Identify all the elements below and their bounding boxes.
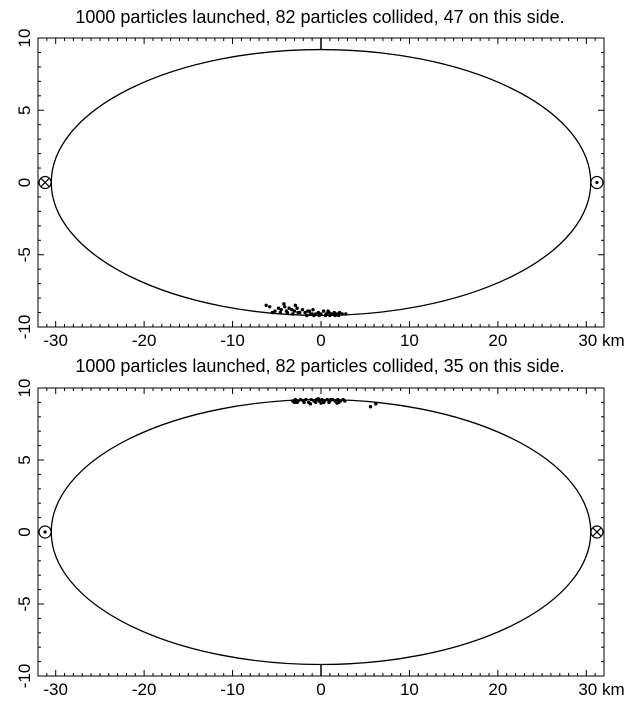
data-point <box>268 305 272 309</box>
collision-points <box>264 302 348 318</box>
x-tick-label: -30 <box>43 680 68 699</box>
data-point <box>303 310 307 315</box>
data-point <box>264 303 268 308</box>
data-point <box>336 313 341 318</box>
x-tick-label: -20 <box>132 331 157 350</box>
y-tick-label: 10 <box>15 29 34 48</box>
data-point <box>312 313 316 318</box>
chart-title: 1000 particles launched, 82 particles co… <box>75 356 564 376</box>
data-point <box>282 302 286 306</box>
data-point <box>320 397 324 402</box>
y-tick-label: 0 <box>15 527 34 536</box>
data-point <box>307 309 312 313</box>
y-tick-label: 0 <box>15 178 34 187</box>
data-point <box>311 307 315 312</box>
x-tick-label: 10 <box>400 331 419 350</box>
data-point <box>295 306 299 310</box>
plot-frame <box>37 387 605 677</box>
data-point <box>321 400 326 405</box>
data-point <box>278 310 283 315</box>
plot-panel-bottom: 1000 particles launched, 82 particles co… <box>15 356 625 699</box>
data-point <box>273 309 277 313</box>
data-point <box>283 305 287 309</box>
marker-dot <box>43 530 47 534</box>
data-point <box>309 397 313 402</box>
data-point <box>293 303 298 308</box>
data-point <box>290 307 294 312</box>
circle-cross-marker <box>38 175 52 190</box>
data-point <box>291 312 295 316</box>
data-point <box>319 401 323 405</box>
data-point <box>287 306 291 310</box>
circle-dot-marker <box>38 525 52 539</box>
marker-dot <box>595 180 599 185</box>
data-point <box>340 312 344 316</box>
data-point <box>276 306 281 310</box>
y-tick-label: 10 <box>15 379 34 398</box>
data-point <box>328 313 332 318</box>
data-point <box>298 397 303 402</box>
data-point <box>368 405 373 409</box>
data-point <box>292 309 297 313</box>
data-point <box>343 399 347 403</box>
plot-frame <box>37 37 605 328</box>
data-point <box>313 400 318 405</box>
data-point <box>321 309 326 313</box>
data-point <box>316 397 321 401</box>
data-point <box>374 402 378 406</box>
data-point <box>337 310 342 315</box>
data-point <box>331 312 336 316</box>
marker-cross-line <box>592 527 602 537</box>
y-tick-label: -5 <box>15 247 34 262</box>
data-point <box>336 397 340 402</box>
data-point <box>323 313 328 318</box>
data-point <box>295 400 299 405</box>
data-point <box>317 313 321 318</box>
x-tick-label: 20 <box>488 331 507 350</box>
y-tick-label: -10 <box>15 315 34 340</box>
x-tick-label: -30 <box>43 331 68 350</box>
circle-dot-marker <box>590 175 604 190</box>
plot-panel-top: 1000 particles launched, 82 particles co… <box>15 7 625 350</box>
x-tick-label: 30 km <box>578 331 624 350</box>
x-tick-label: 30 km <box>578 680 624 699</box>
data-point <box>292 400 297 405</box>
data-point <box>279 307 283 312</box>
x-tick-label: 20 <box>488 680 507 699</box>
data-point <box>304 397 308 402</box>
data-point <box>316 310 321 315</box>
data-point <box>293 397 298 402</box>
data-point <box>327 400 331 405</box>
collision-points <box>291 397 378 409</box>
data-point <box>270 310 275 315</box>
data-point <box>336 400 341 405</box>
data-point <box>344 312 348 316</box>
x-tick-label: -20 <box>132 680 157 699</box>
data-point <box>308 402 313 406</box>
x-tick-label: -10 <box>220 331 245 350</box>
y-tick-label: 5 <box>15 106 34 115</box>
body-outline <box>50 48 592 317</box>
x-tick-label: -10 <box>220 680 245 699</box>
data-point <box>326 309 330 313</box>
x-tick-label: 0 <box>316 680 325 699</box>
x-tick-label: 10 <box>400 680 419 699</box>
y-tick-label: -5 <box>15 596 34 611</box>
circle-cross-marker <box>590 525 604 539</box>
data-point <box>285 310 290 315</box>
data-point <box>296 310 300 315</box>
x-tick-label: 0 <box>316 331 325 350</box>
data-point <box>329 397 333 402</box>
body-outline <box>50 398 592 666</box>
chart-title: 1000 particles launched, 82 particles co… <box>75 7 564 27</box>
data-point <box>300 307 305 312</box>
data-point <box>302 400 306 405</box>
marker-cross-line <box>40 177 50 188</box>
y-tick-label: 5 <box>15 455 34 464</box>
data-point <box>305 313 309 318</box>
data-point <box>325 397 329 402</box>
y-tick-label: -10 <box>15 664 34 689</box>
